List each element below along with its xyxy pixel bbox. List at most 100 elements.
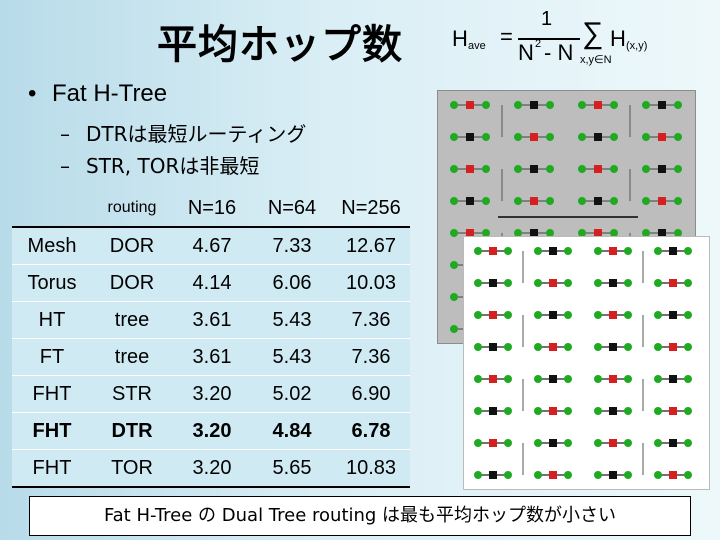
node-icon — [450, 293, 458, 301]
node-icon — [654, 311, 662, 319]
hop-count-table: routing N=16 N=64 N=256 Mesh DOR 4.67 7.… — [12, 190, 410, 488]
node-icon — [594, 439, 602, 447]
table-cell: HT — [12, 301, 92, 339]
node-icon — [514, 229, 522, 237]
router-icon — [549, 375, 557, 383]
router-icon — [466, 229, 474, 237]
table-cell: 3.61 — [172, 338, 252, 376]
node-icon — [504, 407, 512, 415]
node-icon — [564, 471, 572, 479]
table-cell: DOR — [92, 227, 172, 265]
table-cell: 5.43 — [252, 301, 332, 339]
node-icon — [654, 471, 662, 479]
table-cell: Mesh — [12, 227, 92, 265]
node-icon — [534, 407, 542, 415]
table-cell: 3.61 — [172, 301, 252, 339]
node-icon — [594, 311, 602, 319]
node-icon — [642, 165, 650, 173]
node-icon — [624, 439, 632, 447]
router-icon — [609, 439, 617, 447]
node-icon — [642, 101, 650, 109]
node-icon — [474, 247, 482, 255]
node-icon — [504, 375, 512, 383]
router-icon — [530, 165, 538, 173]
node-icon — [564, 247, 572, 255]
table-row: Mesh DOR 4.67 7.33 12.67 — [12, 227, 410, 265]
router-icon — [658, 101, 666, 109]
node-icon — [474, 439, 482, 447]
table-cell: 4.14 — [172, 264, 252, 302]
sub-bullet-text: STR, TORは非最短 — [86, 154, 260, 178]
router-icon — [489, 375, 497, 383]
sub-bullet-dtr: – DTRは最短ルーティング — [60, 118, 306, 147]
router-icon — [466, 165, 474, 173]
table-cell: FT — [12, 338, 92, 376]
node-icon — [624, 247, 632, 255]
node-icon — [534, 375, 542, 383]
table-cell: 6.78 — [332, 412, 410, 450]
node-icon — [564, 279, 572, 287]
router-icon — [466, 197, 474, 205]
table-cell: 5.43 — [252, 338, 332, 376]
table-cell: 10.03 — [332, 264, 410, 302]
node-icon — [624, 343, 632, 351]
formula-denominator-tail: - N — [544, 40, 574, 65]
node-icon — [684, 311, 692, 319]
table-cell: tree — [92, 338, 172, 376]
node-icon — [578, 197, 586, 205]
slide-title: 平均ホップ数 — [157, 22, 403, 68]
table-cell: 6.06 — [252, 264, 332, 302]
node-icon — [450, 165, 458, 173]
node-icon — [674, 133, 682, 141]
node-icon — [578, 165, 586, 173]
node-icon — [564, 375, 572, 383]
router-icon — [594, 133, 602, 141]
router-icon — [549, 343, 557, 351]
router-icon — [549, 407, 557, 415]
table-row-highlight: FHT DTR 3.20 4.84 6.78 — [12, 412, 410, 450]
node-icon — [514, 165, 522, 173]
node-icon — [534, 311, 542, 319]
header-cell-n64: N=64 — [252, 190, 332, 228]
router-icon — [669, 439, 677, 447]
router-icon — [549, 311, 557, 319]
fat-h-tree-topology-svg — [474, 247, 692, 479]
node-icon — [482, 165, 490, 173]
formula-lhs: H — [452, 26, 468, 51]
node-icon — [534, 439, 542, 447]
formula-denominator: N — [518, 40, 534, 65]
node-icon — [450, 101, 458, 109]
node-icon — [654, 343, 662, 351]
node-icon — [654, 375, 662, 383]
router-icon — [669, 375, 677, 383]
table-cell: 7.36 — [332, 338, 410, 376]
router-icon — [594, 197, 602, 205]
node-icon — [674, 229, 682, 237]
node-icon — [624, 407, 632, 415]
formula-numerator: 1 — [541, 8, 553, 30]
node-icon — [474, 471, 482, 479]
router-icon — [530, 133, 538, 141]
node-icon — [474, 343, 482, 351]
node-icon — [594, 279, 602, 287]
table-header-row: routing N=16 N=64 N=256 — [12, 190, 410, 228]
table-cell: STR — [92, 375, 172, 413]
header-cell-routing: routing — [92, 190, 172, 228]
table-cell: 4.67 — [172, 227, 252, 265]
table-row: HT tree 3.61 5.43 7.36 — [12, 301, 410, 339]
node-icon — [642, 229, 650, 237]
router-icon — [609, 311, 617, 319]
node-icon — [610, 101, 618, 109]
header-cell-n16: N=16 — [172, 190, 252, 228]
node-icon — [624, 375, 632, 383]
router-icon — [549, 471, 557, 479]
node-icon — [546, 133, 554, 141]
node-icon — [482, 197, 490, 205]
node-icon — [504, 311, 512, 319]
average-hop-formula: H ave = 1 N 2 - N ∑ x,y∈N H (x,y) — [450, 8, 665, 70]
node-icon — [504, 343, 512, 351]
bullet-fat-h-tree: • Fat H-Tree — [28, 80, 167, 108]
node-icon — [534, 279, 542, 287]
node-icon — [610, 229, 618, 237]
node-icon — [684, 247, 692, 255]
